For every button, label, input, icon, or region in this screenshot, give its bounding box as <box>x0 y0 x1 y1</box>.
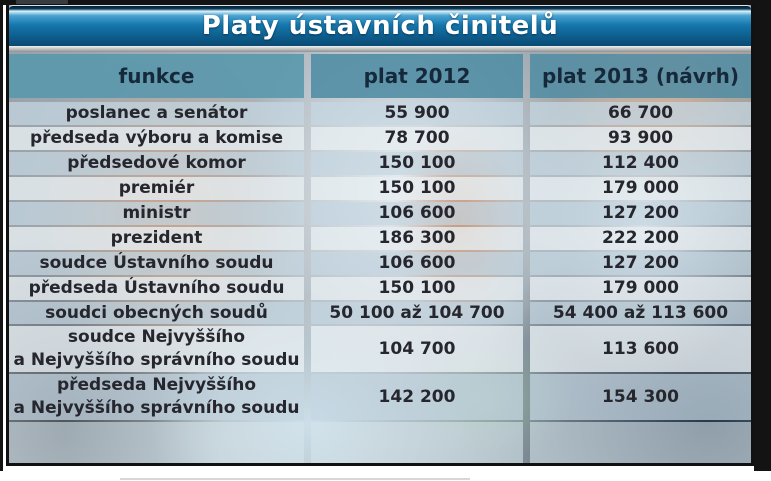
cell-funkce: ministr <box>9 201 304 225</box>
column-header-plat-2012: plat 2012 <box>311 54 523 98</box>
clipped-text-artifact <box>16 0 68 4</box>
cell-plat-2012: 50 100 až 104 700 <box>311 301 523 325</box>
table-row: ministr 106 600 127 200 <box>9 201 751 225</box>
cell-plat-2013: 113 600 <box>530 326 751 373</box>
right-edge-strip <box>754 0 771 471</box>
table-header-row: funkce plat 2012 plat 2013 (návrh) <box>9 54 751 98</box>
cell-funkce: předseda Nejvyššího a Nejvyššího správníh… <box>9 374 304 421</box>
cell-funkce: soudci obecných soudů <box>9 301 304 325</box>
table-row: prezident 186 300 222 200 <box>9 226 751 250</box>
left-edge-strip <box>0 0 3 471</box>
table-row: předseda Ústavního soudu 150 100 179 000 <box>9 276 751 300</box>
cell-plat-2012: 150 100 <box>311 151 523 175</box>
salary-table: Platy ústavních činitelů funkce plat 201… <box>6 5 754 466</box>
cell-funkce: předsedové komor <box>9 151 304 175</box>
cell-funkce: soudce Nejvyššího a Nejvyššího správního … <box>9 326 304 373</box>
cell-plat-2013: 127 200 <box>530 251 751 275</box>
cell-plat-2012: 186 300 <box>311 226 523 250</box>
cell-plat-2013: 127 200 <box>530 201 751 225</box>
table-row: soudce Ústavního soudu 106 600 127 200 <box>9 251 751 275</box>
cell-plat-2013: 112 400 <box>530 151 751 175</box>
table-body: poslanec a senátor 55 900 66 700 předseda v… <box>9 102 751 422</box>
table-row: soudci obecných soudů 50 100 až 104 700 54… <box>9 301 751 325</box>
table-row: předseda Nejvyššího a Nejvyššího správníh… <box>9 374 751 421</box>
cell-plat-2012: 106 600 <box>311 201 523 225</box>
cell-plat-2012: 104 700 <box>311 326 523 373</box>
table-title: Platy ústavních činitelů <box>201 11 559 41</box>
cell-plat-2013: 66 700 <box>530 102 751 125</box>
table-row: soudce Nejvyššího a Nejvyššího správního … <box>9 326 751 373</box>
cell-plat-2013: 93 900 <box>530 126 751 150</box>
cell-plat-2012: 55 900 <box>311 102 523 125</box>
cell-funkce: předseda výboru a komise <box>9 126 304 150</box>
column-header-funkce: funkce <box>9 54 304 98</box>
cell-plat-2012: 150 100 <box>311 176 523 200</box>
empty-bottom-row <box>9 422 751 463</box>
cell-plat-2012: 150 100 <box>311 276 523 300</box>
cell-plat-2012: 78 700 <box>311 126 523 150</box>
empty-cell <box>311 422 523 463</box>
cell-funkce: předseda Ústavního soudu <box>9 276 304 300</box>
table-title-bar: Platy ústavních činitelů <box>9 5 751 46</box>
cell-plat-2013: 179 000 <box>530 176 751 200</box>
top-edge-strip <box>0 0 771 5</box>
table-row: premiér 150 100 179 000 <box>9 176 751 200</box>
cell-plat-2013: 154 300 <box>530 374 751 421</box>
empty-cell <box>9 422 304 463</box>
bottom-hairline <box>120 478 470 480</box>
table-row: předseda výboru a komise 78 700 93 900 <box>9 126 751 150</box>
table-row: předsedové komor 150 100 112 400 <box>9 151 751 175</box>
cell-funkce: poslanec a senátor <box>9 102 304 125</box>
cell-funkce: soudce Ústavního soudu <box>9 251 304 275</box>
cell-plat-2012: 106 600 <box>311 251 523 275</box>
title-divider <box>9 46 751 52</box>
cell-plat-2013: 179 000 <box>530 276 751 300</box>
cell-funkce: prezident <box>9 226 304 250</box>
cell-plat-2013: 54 400 až 113 600 <box>530 301 751 325</box>
cell-funkce: premiér <box>9 176 304 200</box>
empty-cell <box>530 422 751 463</box>
cell-plat-2013: 222 200 <box>530 226 751 250</box>
cell-plat-2012: 142 200 <box>311 374 523 421</box>
table-row: poslanec a senátor 55 900 66 700 <box>9 102 751 125</box>
column-header-plat-2013-navrh: plat 2013 (návrh) <box>530 54 751 98</box>
